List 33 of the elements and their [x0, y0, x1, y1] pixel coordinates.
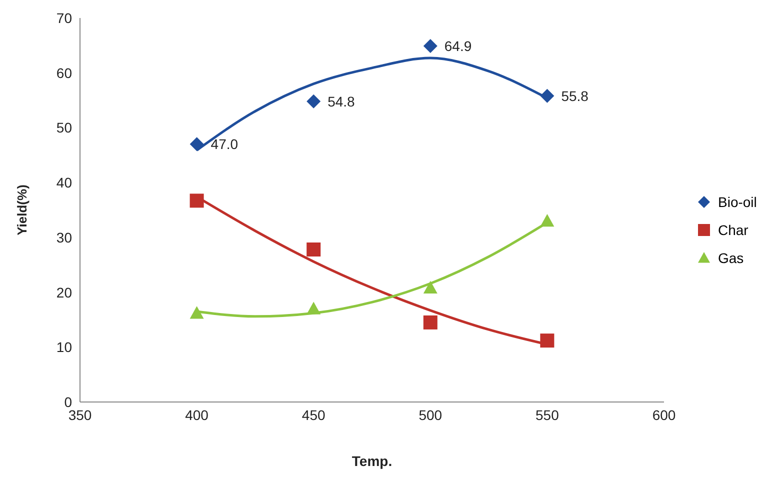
y-axis-title: Yield(%) — [14, 184, 30, 236]
x-tick-label: 500 — [418, 406, 442, 423]
legend-label: Bio-oil — [718, 194, 757, 210]
point — [190, 306, 204, 319]
point — [423, 38, 438, 53]
x-tick-label: 600 — [652, 406, 676, 423]
x-axis-title: Temp. — [352, 453, 392, 469]
y-tick-label: 40 — [56, 174, 72, 191]
point — [190, 194, 204, 208]
data-label: 54.8 — [328, 93, 356, 110]
point — [423, 280, 438, 294]
data-label: 47.0 — [210, 136, 238, 152]
y-tick-label: 30 — [56, 229, 72, 246]
legend-label: Char — [718, 222, 748, 238]
y-tick-label: 60 — [56, 64, 72, 81]
x-tick-label: 550 — [536, 406, 560, 423]
y-tick-label: 50 — [56, 120, 72, 136]
x-tick-label: 450 — [302, 406, 326, 423]
y-tick-label: 10 — [56, 339, 72, 356]
x-tick-label: 400 — [185, 406, 209, 423]
point — [306, 94, 321, 108]
y-tick-label: 20 — [56, 284, 72, 300]
point — [306, 242, 321, 256]
legend-label: Gas — [718, 250, 744, 266]
point — [190, 137, 204, 152]
point — [540, 334, 554, 348]
data-label: 55.8 — [561, 88, 589, 104]
data-label: 64.9 — [444, 38, 472, 54]
point — [540, 88, 554, 103]
point — [540, 214, 554, 227]
point — [423, 315, 438, 330]
y-tick-label: 70 — [56, 10, 72, 26]
point — [306, 302, 321, 314]
